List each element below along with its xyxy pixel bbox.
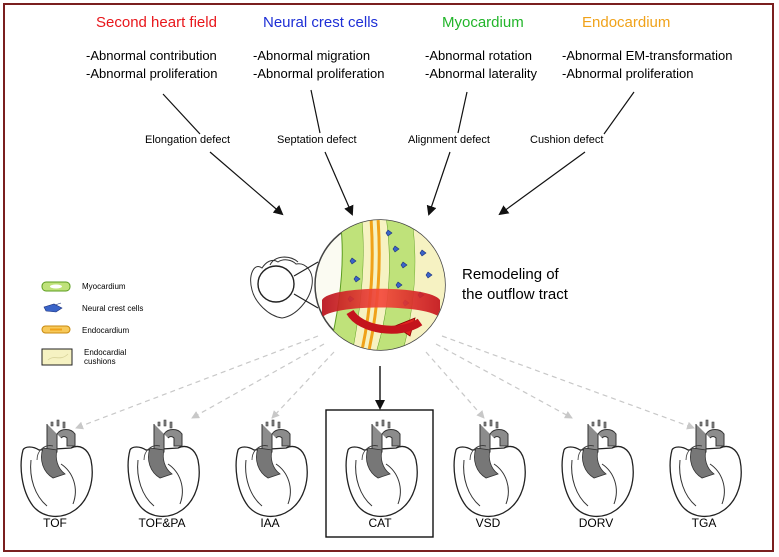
bullet-shf-1: -Abnormal contribution: [86, 48, 217, 63]
arrow-ncc-upper: [310, 89, 321, 134]
bullet-endo-1: -Abnormal EM-transformation: [562, 48, 733, 63]
dashed-arrow-tga: [441, 335, 695, 430]
heart-label-tga: TGA: [691, 516, 717, 530]
dashed-arrow-vsd: [425, 351, 485, 419]
heart-schematic-vsd: [453, 419, 526, 517]
heart-label-tof: TOF: [43, 516, 67, 530]
bullet-myo-2: -Abnormal laterality: [425, 66, 537, 81]
legend-label-endocardium: Endocardium: [82, 326, 130, 335]
arrow-endo-lower: [498, 151, 586, 216]
bullet-ncc-2: -Abnormal proliferation: [253, 66, 385, 81]
title-myocardium: Myocardium: [442, 14, 524, 31]
heart-schematic-tof: [20, 419, 93, 517]
cat-highlight-box: [325, 409, 434, 538]
defect-alignment: Alignment defect: [408, 134, 490, 146]
remodeling-line-1: Remodeling of: [462, 266, 559, 283]
bullet-ncc-1: -Abnormal migration: [253, 48, 371, 63]
bullet-myo-1: -Abnormal rotation: [425, 48, 532, 63]
legend-label-neural-crest: Neural crest cells: [82, 304, 144, 313]
arrow-shf-lower: [209, 151, 284, 216]
cushion-swatch: [41, 348, 73, 366]
arrow-ncc-lower: [324, 151, 354, 216]
legend-label-myocardium: Myocardium: [82, 282, 126, 291]
heart-schematic-iaa: [235, 419, 308, 517]
heart-schematic-dorv: [561, 419, 634, 517]
heart-label-dorv: DORV: [578, 516, 614, 530]
heart-schematic-tga: [669, 419, 742, 517]
arrow-myo-lower: [426, 151, 451, 216]
title-endocardium: Endocardium: [582, 14, 671, 31]
remodeling-line-2: the outflow tract: [462, 286, 568, 303]
myocardium-swatch: [41, 281, 71, 292]
defect-cushion: Cushion defect: [530, 134, 604, 146]
arrow-shf-upper: [162, 93, 201, 135]
defect-elongation: Elongation defect: [145, 134, 231, 146]
small-heart-outline-icon: [250, 256, 319, 319]
heart-label-vsd: VSD: [475, 516, 501, 530]
title-second-heart-field: Second heart field: [96, 14, 217, 31]
heart-label-tofpa: TOF&PA: [138, 516, 186, 530]
arrow-endo-upper: [603, 91, 635, 135]
dashed-arrow-tof: [75, 335, 319, 430]
title-neural-crest-cells: Neural crest cells: [263, 14, 379, 31]
heart-label-cat: CAT: [368, 516, 392, 530]
dashed-arrow-iaa: [271, 351, 335, 419]
heart-schematic-tofpa: [127, 419, 200, 517]
bullet-endo-2: -Abnormal proliferation: [562, 66, 694, 81]
neural-crest-swatch: [43, 302, 63, 313]
heart-label-iaa: IAA: [260, 516, 280, 530]
endocardium-swatch: [41, 325, 71, 334]
legend: [41, 281, 73, 366]
legend-label-cushions: Endocardial cushions: [84, 348, 127, 366]
dashed-arrow-tofpa: [191, 343, 325, 419]
outflow-tract-zoom-icon: [314, 219, 446, 351]
remodeling-caption: Remodeling of the outflow tract: [462, 265, 568, 305]
arrow-myo-upper: [457, 91, 468, 134]
dashed-arrow-dorv: [435, 343, 573, 419]
defect-septation: Septation defect: [277, 134, 357, 146]
heart-schematic-cat: [345, 419, 418, 517]
bullet-shf-2: -Abnormal proliferation: [86, 66, 218, 81]
